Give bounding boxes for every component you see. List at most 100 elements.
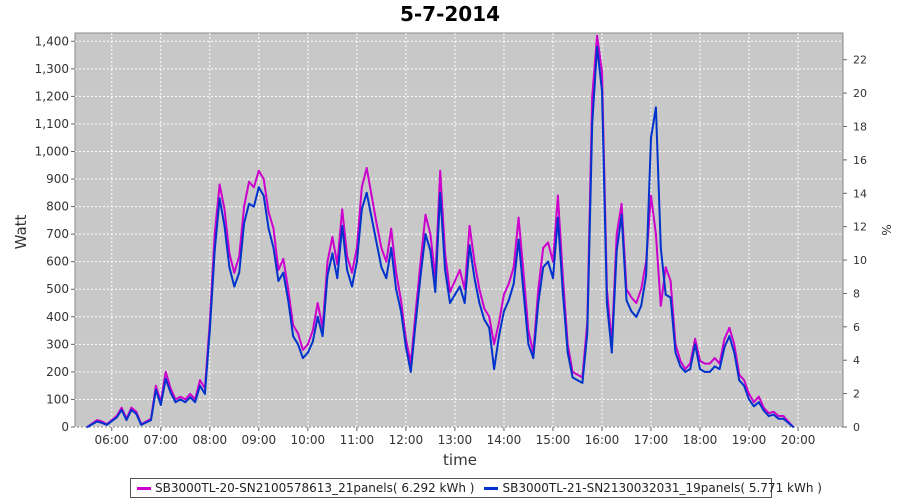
series-2-point: [115, 416, 118, 419]
series-1-point: [228, 252, 231, 255]
series-2-point: [199, 384, 201, 387]
series-2-point: [748, 398, 750, 401]
series-2-point: [659, 247, 662, 249]
series-2-point: [262, 194, 265, 197]
y-tick-label: 400: [46, 310, 69, 324]
series-2-point: [341, 225, 344, 227]
series-1-point: [468, 225, 471, 227]
series-1-point: [311, 329, 314, 332]
series-2-point: [757, 401, 760, 404]
series-2-point: [601, 90, 603, 92]
series-2-point: [576, 379, 579, 382]
series-1-point: [767, 412, 770, 415]
series-2-point: [782, 417, 785, 420]
series-2-point: [297, 343, 299, 346]
series-1-point: [753, 401, 755, 404]
series-2-point: [645, 274, 647, 277]
series-2-point: [370, 216, 373, 219]
series-1-point: [748, 393, 750, 395]
series-1-point: [213, 233, 216, 236]
series-2-point: [380, 266, 383, 269]
y2-tick-label: 8: [853, 287, 860, 300]
series-2-point: [155, 388, 157, 391]
series-2-point: [640, 304, 643, 307]
series-1-point: [601, 70, 603, 73]
x-tick-label: 20:00: [781, 433, 816, 447]
series-2-point: [429, 249, 432, 252]
series-2-point: [718, 368, 721, 370]
series-1-point: [287, 288, 290, 291]
series-1-point: [542, 247, 545, 249]
series-1-point: [351, 271, 353, 274]
series-2-point: [488, 326, 491, 329]
series-2-point: [650, 136, 652, 139]
series-2-point: [458, 285, 461, 288]
series-1-point: [341, 208, 344, 211]
series-2-point: [253, 205, 255, 208]
series-1-point: [478, 288, 481, 291]
y2-tick-label: 6: [853, 321, 860, 334]
series-2-point: [326, 274, 329, 277]
series-2-point: [287, 299, 290, 302]
series-2-point: [738, 379, 741, 382]
series-2-point: [503, 310, 505, 313]
series-2-point: [679, 365, 682, 368]
series-2-point: [257, 186, 260, 189]
series-2-point: [596, 45, 598, 48]
series-2-point: [493, 368, 495, 370]
series-2-point: [772, 413, 775, 416]
series-1-point: [699, 360, 701, 362]
series-1-point: [694, 337, 696, 340]
series-1-point: [777, 415, 780, 417]
series-2-point: [439, 191, 442, 194]
x-tick-label: 13:00: [438, 433, 473, 447]
series-2-point: [150, 419, 152, 421]
series-1-point: [223, 208, 226, 211]
series-2-point: [669, 296, 672, 299]
series-2-point: [581, 382, 584, 384]
series-2-point: [351, 285, 353, 288]
y2-tick-label: 22: [853, 54, 867, 67]
series-2-point: [311, 340, 314, 343]
series-1-point: [483, 307, 486, 310]
series-1-point: [370, 194, 373, 197]
series-2-point: [307, 351, 309, 354]
series-2-point: [532, 357, 535, 359]
y-tick-label: 500: [46, 282, 69, 296]
series-1-point: [498, 321, 500, 324]
series-2-point: [390, 247, 393, 249]
y2-tick-label: 18: [853, 120, 867, 133]
series-1-point: [199, 379, 201, 382]
series-1-point: [179, 395, 182, 398]
series-2-point: [405, 346, 407, 348]
chart-title: 5-7-2014: [400, 2, 500, 26]
series-2-point: [409, 371, 412, 373]
series-2-point: [606, 302, 608, 304]
series-1-point: [684, 368, 687, 370]
series-2-point: [321, 335, 324, 337]
x-tick-label: 10:00: [291, 433, 326, 447]
series-2-point: [375, 241, 378, 244]
y-tick-label: 1,000: [35, 144, 69, 158]
y-tick-label: 1,100: [35, 117, 69, 131]
series-2-point: [419, 274, 422, 277]
y-tick-label: 600: [46, 255, 69, 269]
x-tick-label: 17:00: [634, 433, 669, 447]
series-2-point: [174, 401, 177, 404]
series-1-point: [262, 178, 265, 180]
series-1-point: [596, 34, 598, 37]
series-1-point: [395, 271, 397, 274]
series-1-point: [507, 282, 510, 285]
legend-item-series-1: SB3000TL-20-SN2100578613_21panels( 6.292…: [137, 481, 474, 495]
series-1-point: [669, 280, 672, 282]
x-tick-label: 15:00: [536, 433, 571, 447]
y-tick-label: 300: [46, 337, 69, 351]
series-2-point: [454, 293, 456, 296]
series-2-point: [615, 249, 618, 252]
series-1-point: [620, 202, 623, 205]
series-1-point: [272, 227, 275, 230]
series-2-point: [444, 269, 446, 271]
series-1-point: [512, 266, 515, 269]
series-2-point: [547, 260, 549, 263]
series-1-point: [650, 194, 652, 197]
